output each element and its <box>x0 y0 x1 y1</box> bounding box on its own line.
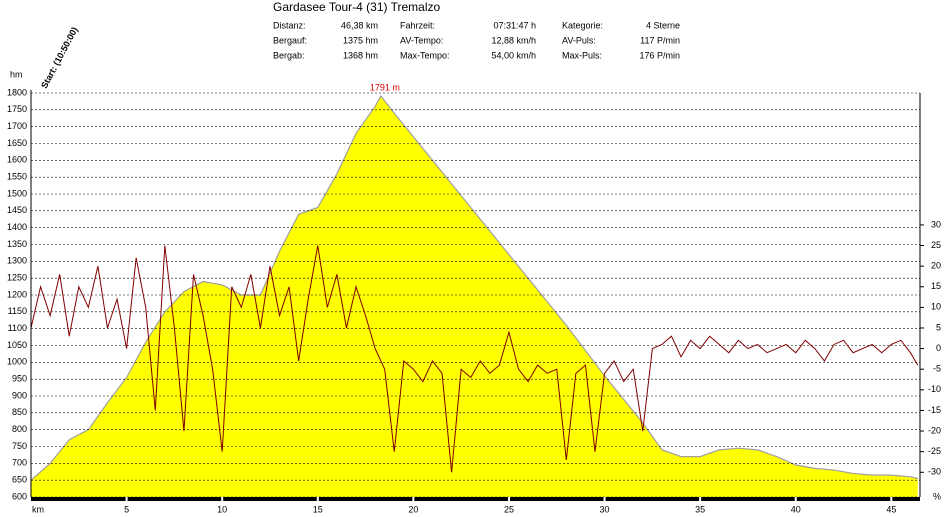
stat-value: 1368 hm <box>343 50 378 60</box>
stat-label: Bergauf: <box>273 35 307 45</box>
y2-tick-label: 0 <box>936 343 941 353</box>
y-tick-label: 1700 <box>7 121 27 131</box>
y-tick-label: 1450 <box>7 205 27 215</box>
stat-value: 54,00 km/h <box>491 50 536 60</box>
stat-value: 1375 hm <box>343 35 378 45</box>
y-tick-label: 1250 <box>7 273 27 283</box>
elevation-area <box>31 96 918 497</box>
x-axis-bar <box>31 497 920 501</box>
stat-label: Fahrzeit: <box>400 20 435 30</box>
stat-label: AV-Puls: <box>562 35 596 45</box>
x-tick-label: 25 <box>504 504 514 514</box>
y2-tick-label: -5 <box>933 364 941 374</box>
y2-tick-label: 20 <box>931 261 941 271</box>
y-tick-label: 1100 <box>8 323 27 333</box>
stat-label: Distanz: <box>273 20 306 30</box>
y-tick-label: 850 <box>12 407 27 417</box>
y-tick-label: 1200 <box>7 289 27 299</box>
stat-value: 07:31:47 h <box>493 20 536 30</box>
x-tick-label: 15 <box>313 504 323 514</box>
stat-label: Max-Tempo: <box>400 50 450 60</box>
y-tick-label: 1500 <box>7 188 27 198</box>
peak-label: 1791 m <box>370 82 400 92</box>
y-tick-label: 750 <box>12 441 27 451</box>
y-tick-label: 950 <box>12 374 27 384</box>
y-tick-label: 1750 <box>7 104 27 114</box>
x-tick-label: 10 <box>217 504 227 514</box>
y2-tick-label: -15 <box>928 405 941 415</box>
stat-value: 117 P/min <box>640 35 680 45</box>
y2-tick-label: -30 <box>928 467 941 477</box>
x-tick-label: 5 <box>124 504 129 514</box>
stat-label: Max-Puls: <box>562 50 602 60</box>
y-tick-label: 900 <box>12 390 27 400</box>
y-tick-label: 1600 <box>7 155 27 165</box>
y-tick-label: 1650 <box>7 138 27 148</box>
y2-tick-label: 10 <box>931 302 941 312</box>
y2-axis-label: % <box>933 491 941 501</box>
y2-tick-label: 25 <box>931 240 941 250</box>
stat-label: Kategorie: <box>562 20 603 30</box>
y-tick-label: 1300 <box>7 256 27 266</box>
stat-label: AV-Tempo: <box>400 35 443 45</box>
y-axis-label: hm <box>10 69 23 79</box>
x-tick-label: 40 <box>791 504 801 514</box>
y-tick-label: 800 <box>12 424 27 434</box>
y2-tick-label: -10 <box>928 384 941 394</box>
y-tick-label: 600 <box>12 491 27 501</box>
start-label: Start: (10:50:00) <box>39 25 80 90</box>
stat-value: 4 Sterne <box>646 20 680 30</box>
y-tick-label: 1050 <box>7 340 27 350</box>
x-tick-label: 45 <box>886 504 896 514</box>
stat-label: Bergab: <box>273 50 305 60</box>
x-axis-label: km <box>32 504 44 514</box>
x-tick-label: 20 <box>408 504 418 514</box>
y2-tick-label: -20 <box>928 425 941 435</box>
y-tick-label: 1400 <box>7 222 27 232</box>
gradient-line <box>30 245 919 473</box>
y-tick-label: 1800 <box>7 87 27 97</box>
y-tick-label: 700 <box>12 458 27 468</box>
y2-tick-label: -25 <box>928 446 941 456</box>
y-tick-label: 1350 <box>7 239 27 249</box>
y-tick-label: 650 <box>12 475 27 485</box>
y2-tick-label: 15 <box>931 281 941 291</box>
y2-tick-label: 30 <box>931 219 941 229</box>
x-tick-label: 35 <box>695 504 705 514</box>
y-tick-label: 1550 <box>7 172 27 182</box>
stat-value: 46,38 km <box>341 20 378 30</box>
stat-value: 12,88 km/h <box>491 35 536 45</box>
stat-value: 176 P/min <box>639 50 680 60</box>
y-tick-label: 1150 <box>8 306 27 316</box>
x-tick-label: 30 <box>600 504 610 514</box>
y2-tick-label: 5 <box>936 322 941 332</box>
y-tick-label: 1000 <box>7 357 27 367</box>
chart-title: Gardasee Tour-4 (31) Tremalzo <box>273 0 441 14</box>
